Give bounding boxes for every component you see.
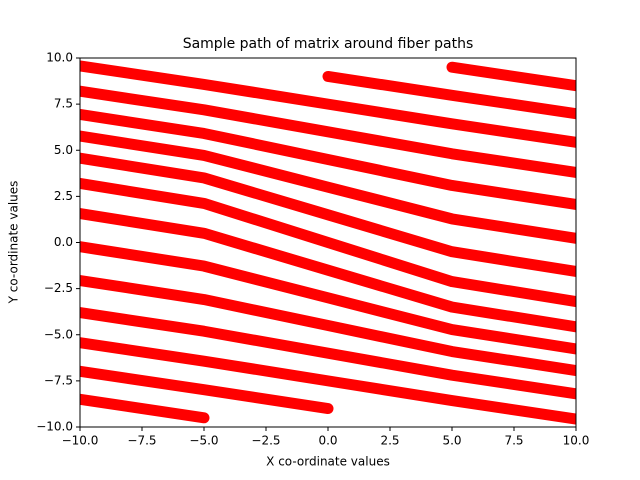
y-tick-label: −10.0 xyxy=(36,420,73,434)
fiber-path-line xyxy=(80,365,334,415)
x-tick-label: 7.5 xyxy=(504,434,523,448)
y-tick-label: 2.5 xyxy=(54,189,73,203)
x-tick-label: 2.5 xyxy=(380,434,399,448)
y-tick-label: −7.5 xyxy=(44,373,73,387)
fiber-path-line xyxy=(446,61,576,92)
x-tick-label: 0.0 xyxy=(318,434,337,448)
y-axis-label: Y co-ordinate values xyxy=(7,181,21,305)
fiber-path-line xyxy=(80,337,576,425)
fiber-path-line xyxy=(80,307,576,400)
fiber-path-line xyxy=(80,152,576,277)
fiber-path-line xyxy=(80,393,210,424)
fiber-path-line xyxy=(80,177,576,308)
fiber-path-line xyxy=(80,85,576,178)
y-tick-label: 10.0 xyxy=(46,51,73,65)
fiber-path-line xyxy=(80,130,576,244)
y-tick-label: −5.0 xyxy=(44,327,73,341)
y-tick-label: 0.0 xyxy=(54,235,73,249)
fiber-path-line xyxy=(80,241,576,355)
y-tick-label: −2.5 xyxy=(44,281,73,295)
plot-area xyxy=(80,60,576,425)
x-tick-label: −7.5 xyxy=(127,434,156,448)
y-tick-label: 7.5 xyxy=(54,97,73,111)
fiber-path-line xyxy=(322,70,576,120)
fiber-path-line xyxy=(80,275,576,377)
x-tick-label: 10.0 xyxy=(563,434,590,448)
fiber-path-line xyxy=(80,108,576,210)
y-tick-label: 5.0 xyxy=(54,143,73,157)
fiber-path-line xyxy=(80,208,576,333)
x-tick-label: −10.0 xyxy=(62,434,99,448)
x-tick-label: −2.5 xyxy=(251,434,280,448)
x-tick-label: 5.0 xyxy=(442,434,461,448)
x-axis-label: X co-ordinate values xyxy=(266,455,390,469)
x-tick-label: −5.0 xyxy=(189,434,218,448)
fiber-path-line xyxy=(80,60,576,148)
chart-title: Sample path of matrix around fiber paths xyxy=(183,36,474,52)
